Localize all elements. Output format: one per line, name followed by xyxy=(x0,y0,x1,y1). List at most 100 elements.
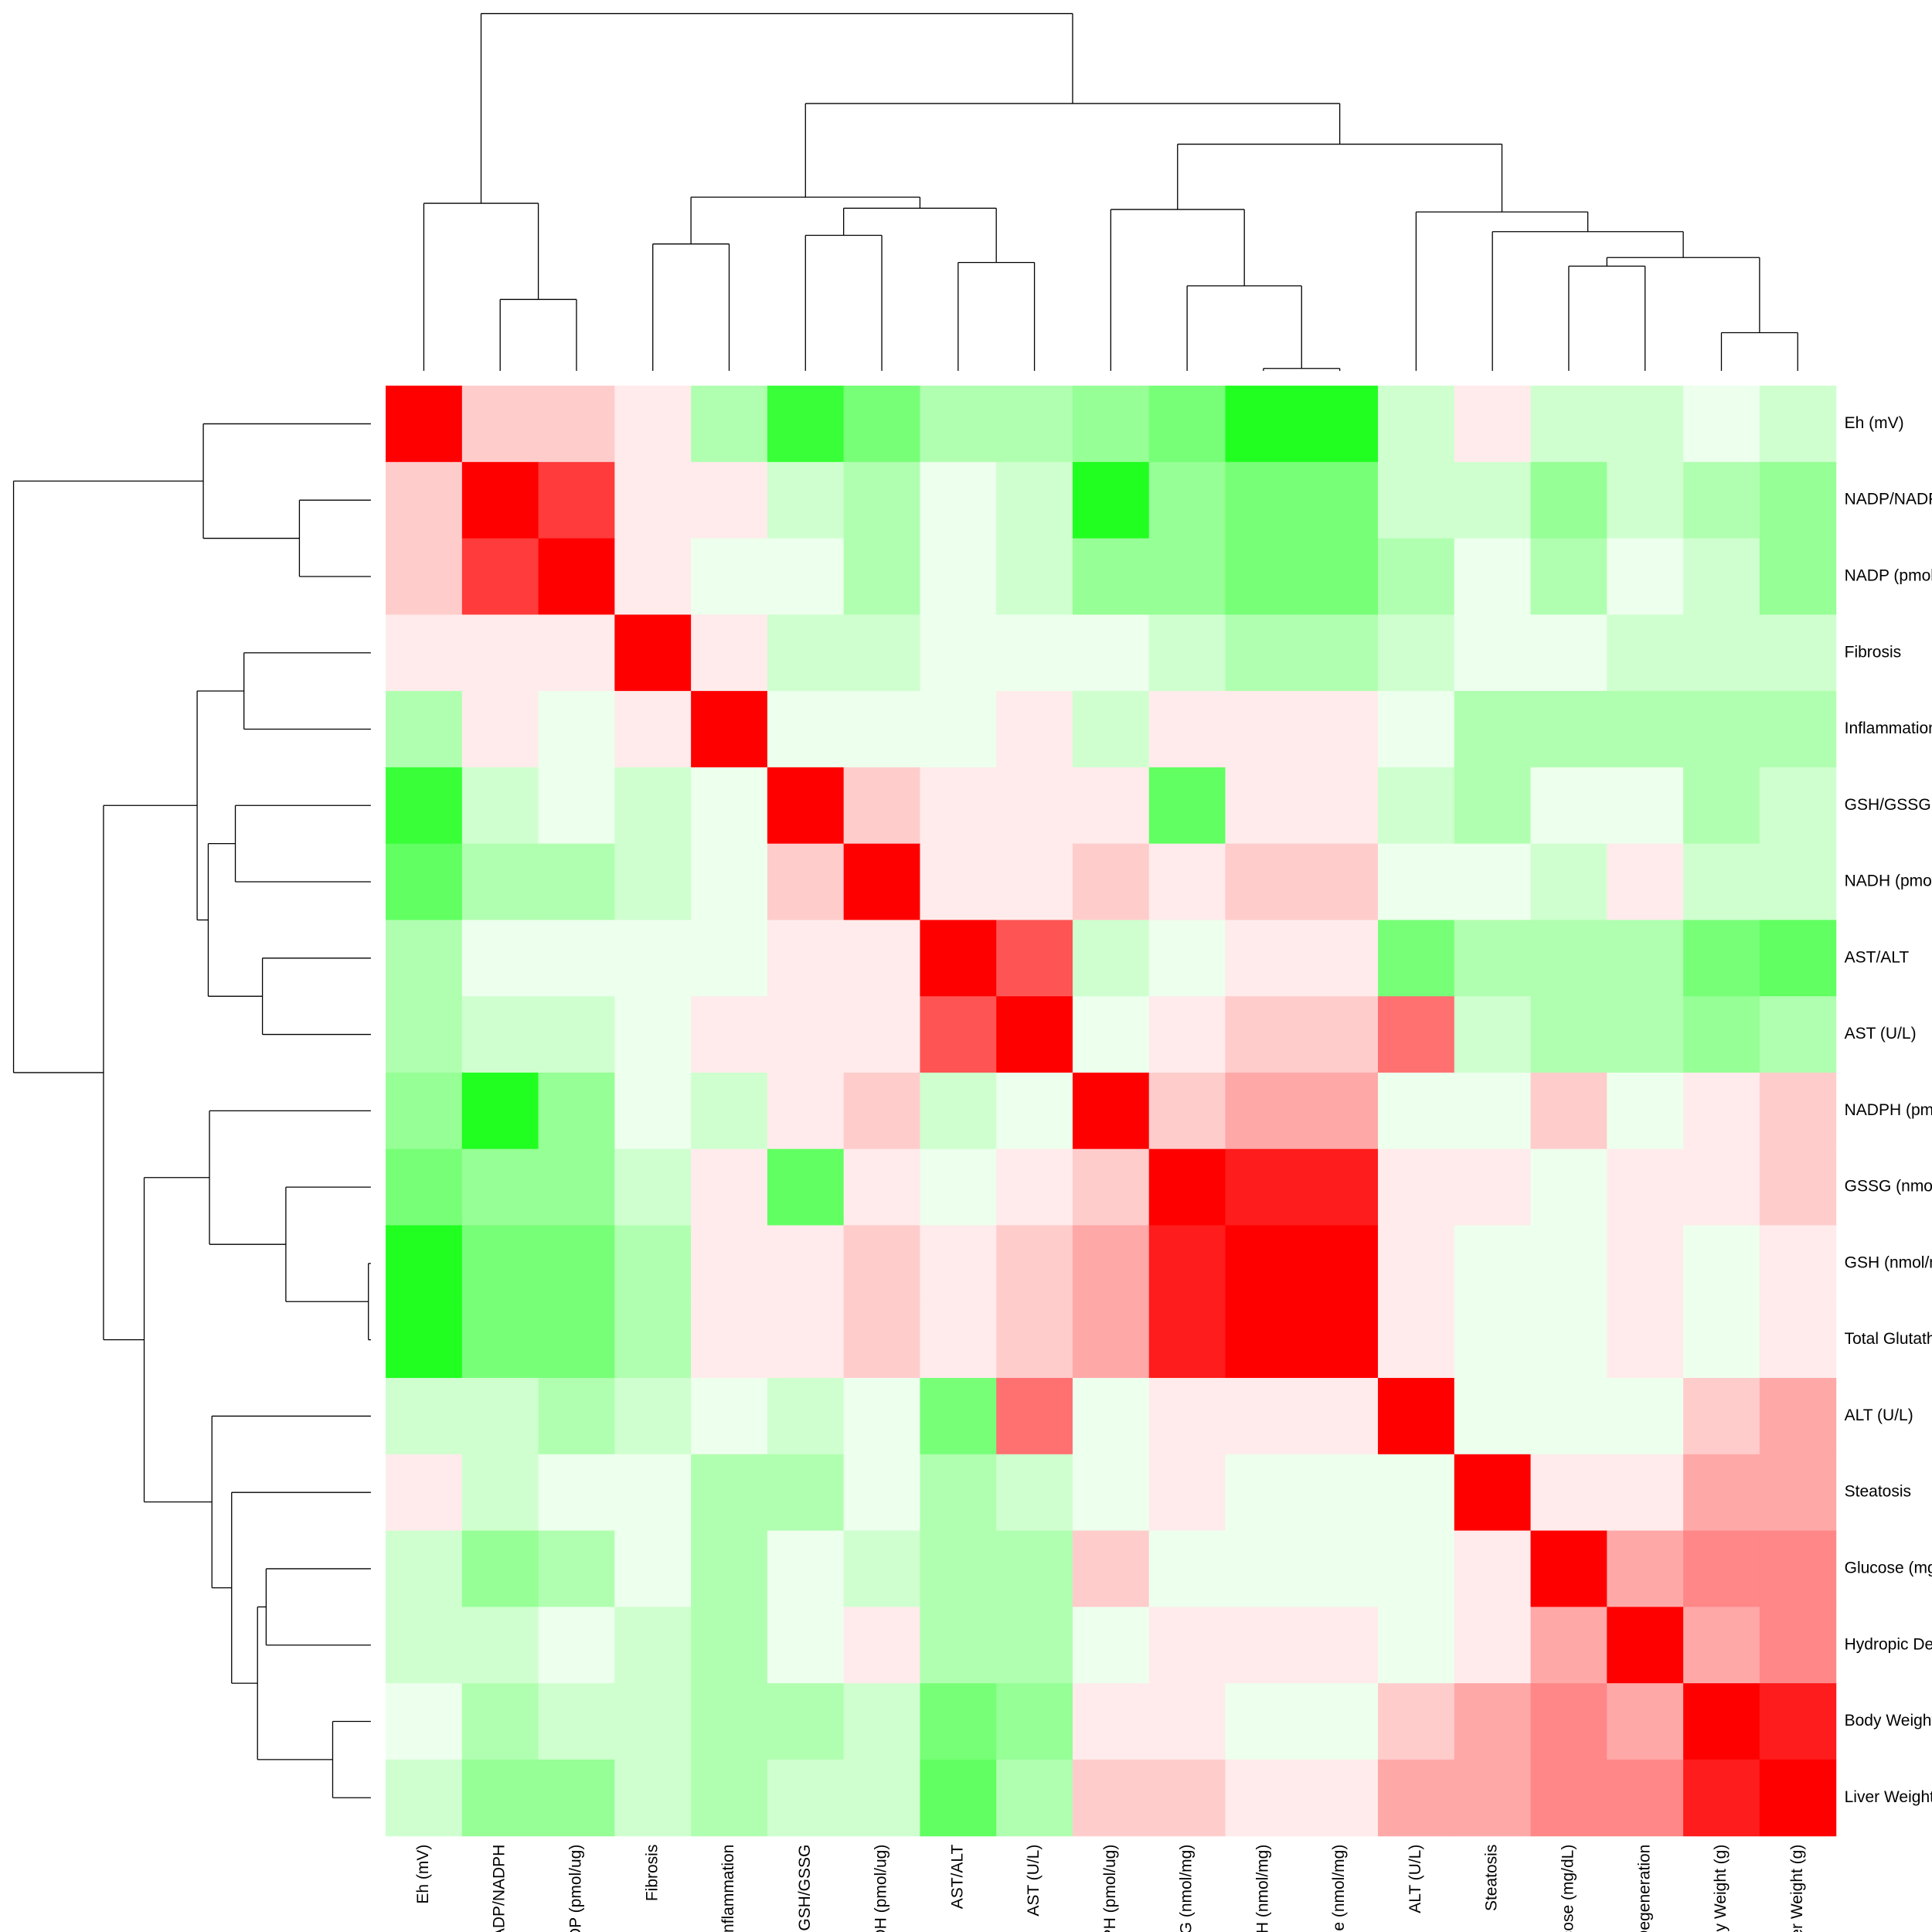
heatmap-cell xyxy=(1607,538,1684,615)
heatmap-cell xyxy=(1607,767,1684,845)
heatmap-cell xyxy=(538,1454,615,1532)
heatmap-cell xyxy=(996,1530,1073,1607)
heatmap-cell xyxy=(1225,1378,1302,1455)
heatmap-cell xyxy=(386,691,463,768)
heatmap-cell xyxy=(461,920,539,997)
column-label: NADH (pmol/ug) xyxy=(872,1845,890,1932)
heatmap-cell xyxy=(1683,614,1760,692)
heatmap-cell xyxy=(1759,1454,1837,1532)
heatmap-cell xyxy=(1301,843,1379,921)
heatmap-cell xyxy=(1225,1148,1302,1226)
heatmap-cell xyxy=(1607,386,1684,463)
heatmap-cell xyxy=(996,920,1073,997)
heatmap-cell xyxy=(1378,767,1455,845)
heatmap-cell xyxy=(614,614,692,692)
heatmap-cell xyxy=(843,1148,921,1226)
heatmap-cell xyxy=(1759,920,1837,997)
heatmap-cell xyxy=(843,843,921,921)
heatmap-cell xyxy=(1378,386,1455,463)
heatmap-cell xyxy=(920,1759,997,1837)
heatmap-cell xyxy=(1301,538,1379,615)
heatmap-cell xyxy=(1378,1607,1455,1684)
heatmap-cell xyxy=(1759,1301,1837,1379)
heatmap-cell xyxy=(1225,996,1302,1073)
heatmap-cell xyxy=(1148,386,1226,463)
heatmap-cell xyxy=(1225,1225,1302,1302)
heatmap-cell xyxy=(538,1072,615,1150)
heatmap-cell xyxy=(1301,1301,1379,1379)
heatmap-cell xyxy=(1683,843,1760,921)
heatmap-cell xyxy=(614,1301,692,1379)
heatmap-cell xyxy=(1454,461,1532,539)
heatmap-cell xyxy=(691,920,768,997)
heatmap-cell xyxy=(996,1759,1073,1837)
heatmap-cell xyxy=(1378,691,1455,768)
heatmap-cell xyxy=(538,1225,615,1302)
heatmap-cell xyxy=(614,1072,692,1150)
heatmap-cell xyxy=(996,996,1073,1073)
heatmap-cell xyxy=(843,920,921,997)
heatmap-cell xyxy=(767,767,845,845)
column-label: Liver Weight (g) xyxy=(1788,1845,1806,1932)
heatmap-cell xyxy=(1607,461,1684,539)
heatmap-cell xyxy=(1530,843,1607,921)
heatmap-cell xyxy=(1148,1530,1226,1607)
heatmap-cell xyxy=(1301,1454,1379,1532)
heatmap-cell xyxy=(1301,691,1379,768)
heatmap-cell xyxy=(996,1454,1073,1532)
heatmap-cell xyxy=(767,386,845,463)
heatmap-cell xyxy=(1378,1378,1455,1455)
heatmap-cell xyxy=(920,767,997,845)
heatmap-cell xyxy=(691,538,768,615)
row-label: GSSG (nmol/mg) xyxy=(1845,1178,1932,1196)
heatmap-cell xyxy=(1225,1607,1302,1684)
column-label: ALT (U/L) xyxy=(1406,1845,1424,1913)
heatmap-cell xyxy=(1225,1683,1302,1760)
heatmap-cell xyxy=(920,1378,997,1455)
heatmap-cell xyxy=(1454,1759,1532,1837)
heatmap-cell xyxy=(1225,1759,1302,1837)
heatmap-cell xyxy=(1454,1148,1532,1226)
heatmap-cell xyxy=(538,614,615,692)
heatmap-cell xyxy=(1759,1225,1837,1302)
column-label: GSH (nmol/mg) xyxy=(1253,1845,1271,1932)
heatmap-cell xyxy=(996,614,1073,692)
heatmap-cell xyxy=(1072,843,1150,921)
heatmap-cell xyxy=(1607,1454,1684,1532)
heatmap-cell xyxy=(386,1607,463,1684)
heatmap-cell xyxy=(1378,920,1455,997)
heatmap-cell xyxy=(767,1378,845,1455)
heatmap-cell xyxy=(1225,386,1302,463)
column-label: GSH/GSSG xyxy=(796,1845,814,1931)
heatmap-cell xyxy=(843,996,921,1073)
heatmap-cell xyxy=(1072,767,1150,845)
heatmap-cell xyxy=(1148,996,1226,1073)
heatmap-cell xyxy=(996,1148,1073,1226)
heatmap-cell xyxy=(1530,1683,1607,1760)
row-label: NADH (pmol/ug) xyxy=(1845,872,1932,890)
heatmap-cell xyxy=(461,691,539,768)
heatmap-cell xyxy=(1683,767,1760,845)
heatmap-cell xyxy=(767,1072,845,1150)
heatmap-cell xyxy=(1148,1454,1226,1532)
heatmap-cell xyxy=(1607,1072,1684,1150)
row-label: Steatosis xyxy=(1845,1483,1911,1501)
heatmap-cell xyxy=(1301,1148,1379,1226)
heatmap-cell xyxy=(920,461,997,539)
heatmap-cell xyxy=(767,920,845,997)
heatmap-cell xyxy=(1454,1607,1532,1684)
heatmap-cell xyxy=(538,1301,615,1379)
heatmap-cell xyxy=(614,1225,692,1302)
heatmap-cell xyxy=(1683,1225,1760,1302)
heatmap-cell xyxy=(843,1454,921,1532)
heatmap-cell xyxy=(538,920,615,997)
heatmap-cell xyxy=(920,1607,997,1684)
heatmap-cell xyxy=(1530,538,1607,615)
heatmap-cell xyxy=(1225,614,1302,692)
heatmap-cell xyxy=(1072,920,1150,997)
heatmap-cell xyxy=(1148,1148,1226,1226)
heatmap-cell xyxy=(1759,996,1837,1073)
row-label: AST/ALT xyxy=(1845,948,1910,966)
heatmap-cell xyxy=(1530,996,1607,1073)
heatmap-cell xyxy=(538,1530,615,1607)
